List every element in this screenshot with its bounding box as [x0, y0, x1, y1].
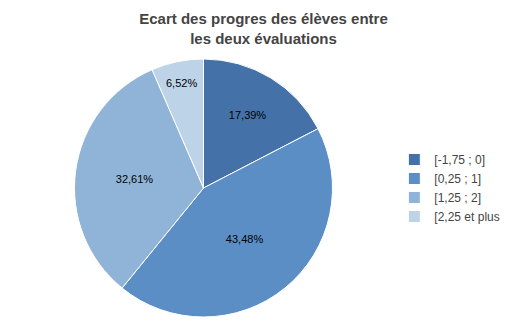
svg-text:[-1,75 ; 0]: [-1,75 ; 0] — [434, 153, 485, 167]
svg-text:32,61%: 32,61% — [116, 173, 154, 185]
svg-text:6,52%: 6,52% — [166, 77, 197, 89]
svg-text:43,48%: 43,48% — [226, 233, 264, 245]
svg-text:[2,25 et plus: [2,25 et plus — [434, 210, 499, 224]
svg-text:[0,25 ; 1]: [0,25 ; 1] — [434, 172, 481, 186]
svg-text:[1,25 ; 2]: [1,25 ; 2] — [434, 191, 481, 205]
svg-text:17,39%: 17,39% — [229, 109, 267, 121]
svg-text:Ecart des progres des élèves e: Ecart des progres des élèves entreles de… — [139, 10, 387, 47]
